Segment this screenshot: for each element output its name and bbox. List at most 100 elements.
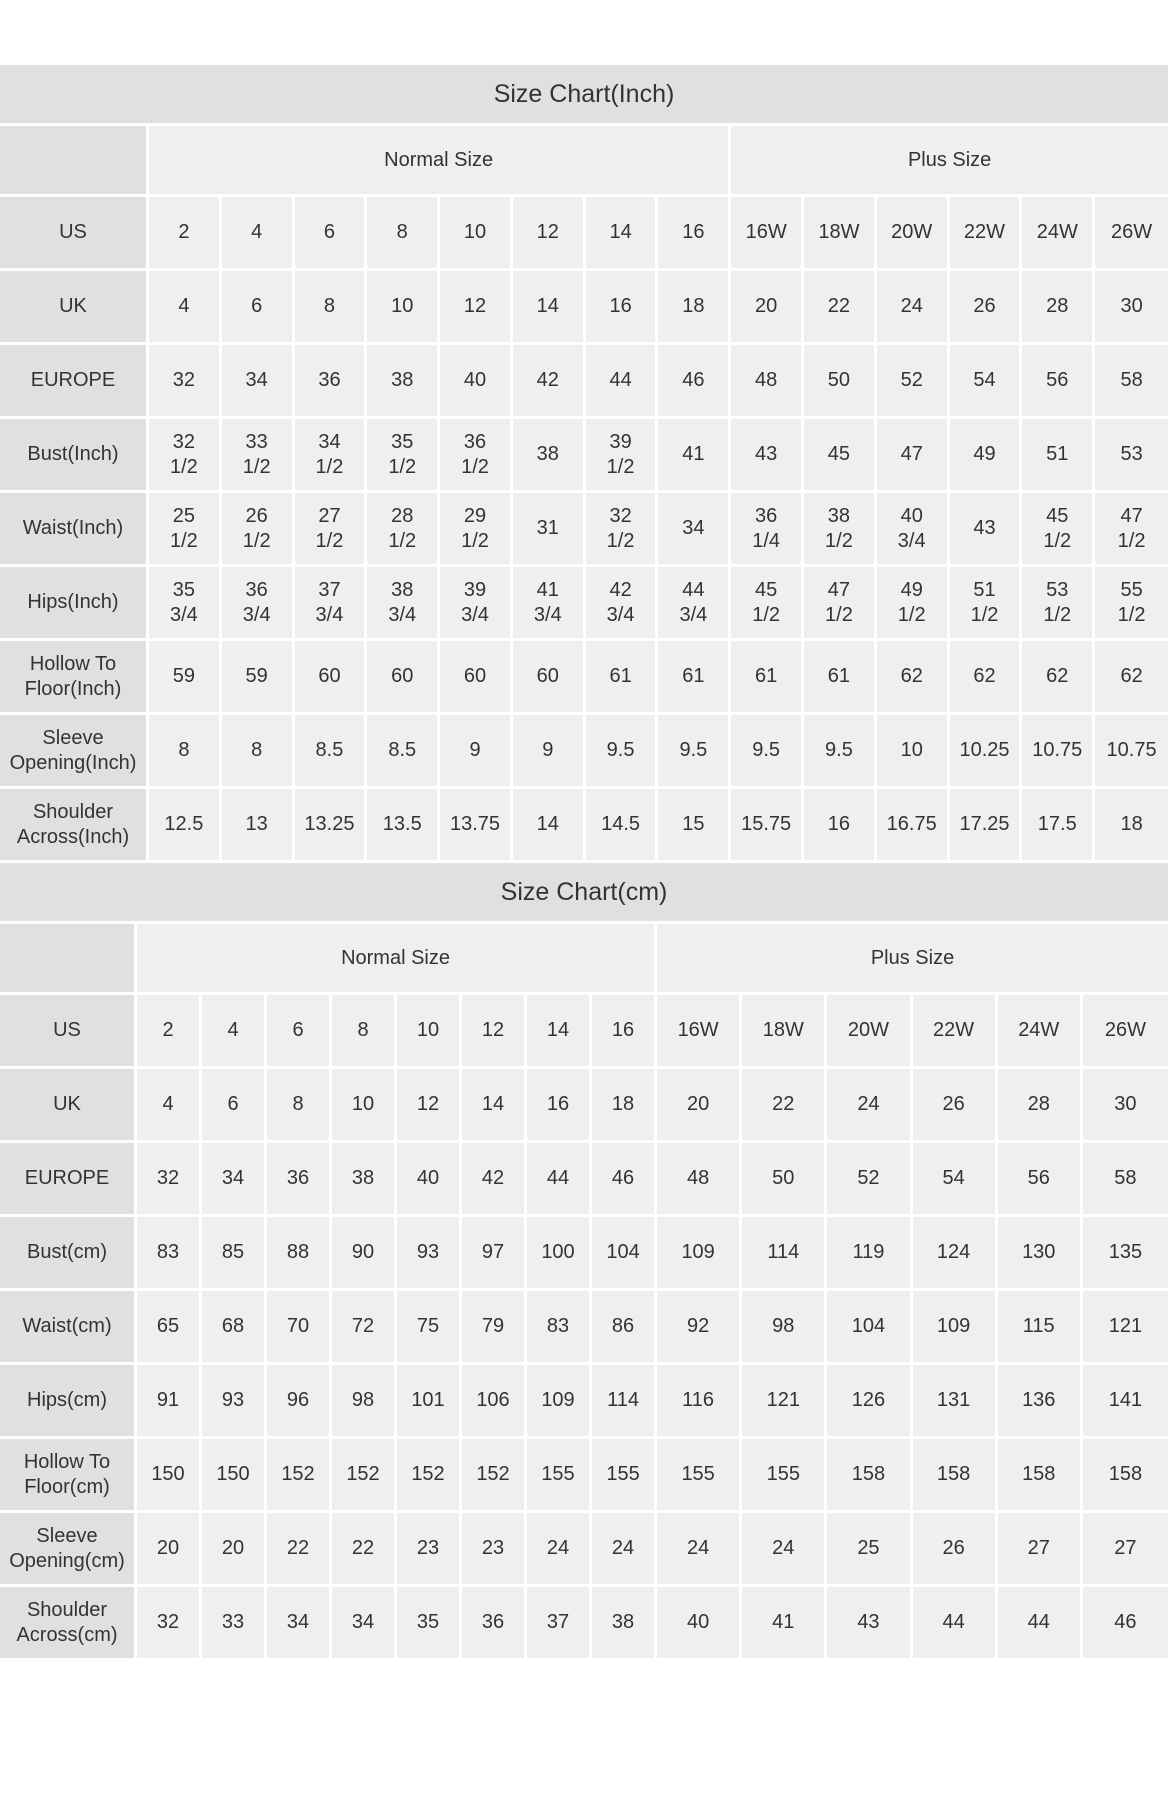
size-cell: 60 <box>294 641 368 712</box>
size-cell: 47 <box>876 419 950 490</box>
size-cell: 22W <box>949 197 1023 268</box>
size-cell: 18 <box>1095 789 1168 860</box>
size-cell: 90 <box>332 1217 397 1288</box>
size-cell: 48 <box>731 345 805 416</box>
row-label: EUROPE <box>0 1143 137 1214</box>
size-cell: 26 <box>912 1513 998 1584</box>
size-cell: 109 <box>912 1291 998 1362</box>
size-cell: 34 <box>658 493 732 564</box>
size-cell: 45 <box>804 419 877 490</box>
size-cell: 43 <box>731 419 805 490</box>
size-cell: 75 <box>397 1291 462 1362</box>
size-cell: 28 1/2 <box>367 493 441 564</box>
size-cell: 35 <box>397 1587 462 1658</box>
size-cell: 14 <box>585 197 659 268</box>
size-cell: 8.5 <box>294 715 368 786</box>
size-cell: 24 <box>827 1069 913 1140</box>
size-cell: 58 <box>1095 345 1168 416</box>
size-cell: 104 <box>827 1291 913 1362</box>
size-cell: 34 1/2 <box>294 419 368 490</box>
size-cell: 18W <box>742 995 828 1066</box>
size-cell: 8 <box>367 197 441 268</box>
size-cell: 17.25 <box>949 789 1023 860</box>
row-label: UK <box>0 271 149 342</box>
size-cell: 27 1/2 <box>294 493 368 564</box>
row-label: Hips(cm) <box>0 1365 137 1436</box>
size-cell: 116 <box>657 1365 743 1436</box>
size-cell: 50 <box>804 345 877 416</box>
size-cell: 2 <box>149 197 222 268</box>
size-cell: 10 <box>876 715 950 786</box>
table-row: US 2 4 6 8 10 12 14 16 16W 18W 20W 22W 24W 26W <box>0 197 1168 268</box>
size-cell: 41 <box>658 419 732 490</box>
size-cell: 4 <box>202 995 267 1066</box>
size-cell: 62 <box>949 641 1023 712</box>
group-header-row: Normal Size Plus Size <box>0 924 1168 992</box>
size-cell: 36 <box>462 1587 527 1658</box>
size-chart-cm: Size Chart(cm) Normal Size Plus Size US 2 4 6 8… <box>0 863 1168 1661</box>
size-cell: 40 <box>440 345 513 416</box>
size-cell: 44 <box>912 1587 998 1658</box>
size-cell: 38 1/2 <box>804 493 877 564</box>
size-cell: 32 <box>149 345 222 416</box>
size-cell: 30 <box>1082 1069 1168 1140</box>
size-cell: 135 <box>1082 1217 1168 1288</box>
group-header: Plus Size <box>657 924 1168 992</box>
size-cell: 42 3/4 <box>585 567 659 638</box>
size-cell: 25 1/2 <box>149 493 222 564</box>
size-cell: 37 <box>527 1587 592 1658</box>
row-label: Waist(Inch) <box>0 493 149 564</box>
size-cell: 9.5 <box>585 715 659 786</box>
size-cell: 25 <box>827 1513 913 1584</box>
row-label: UK <box>0 1069 137 1140</box>
size-cell: 60 <box>440 641 513 712</box>
size-cell: 141 <box>1082 1365 1168 1436</box>
size-cell: 60 <box>367 641 441 712</box>
size-cell: 158 <box>912 1439 998 1510</box>
size-cell: 10 <box>332 1069 397 1140</box>
size-cell: 38 <box>592 1587 658 1658</box>
table-row: Hollow To Floor(Inch) 59 59 60 60 60 60 61 61 61 6… <box>0 641 1168 712</box>
size-cell: 20 <box>731 271 805 342</box>
table-row: US 2 4 6 8 10 12 14 16 16W 18W 20W 22W 24W 26W <box>0 995 1168 1066</box>
size-cell: 22 <box>742 1069 828 1140</box>
table-row: Sleeve Opening(Inch) 8 8 8.5 8.5 9 9 9.5 9.5 9.5 9… <box>0 715 1168 786</box>
size-cell: 51 1/2 <box>949 567 1023 638</box>
size-cell: 59 <box>221 641 295 712</box>
size-cell: 14 <box>527 995 592 1066</box>
table-row: Shoulder Across(cm) 32 33 34 34 35 36 37 38 40 41 4… <box>0 1587 1168 1658</box>
size-cell: 61 <box>585 641 659 712</box>
size-cell: 98 <box>332 1365 397 1436</box>
size-cell: 14 <box>512 789 586 860</box>
row-label: Bust(cm) <box>0 1217 137 1288</box>
size-cell: 28 <box>997 1069 1083 1140</box>
size-cell: 12 <box>397 1069 462 1140</box>
size-cell: 34 <box>221 345 295 416</box>
size-cell: 29 1/2 <box>440 493 513 564</box>
size-cell: 20W <box>827 995 913 1066</box>
size-cell: 152 <box>462 1439 527 1510</box>
size-cell: 59 <box>149 641 222 712</box>
size-cell: 16W <box>657 995 743 1066</box>
size-cell: 23 <box>397 1513 462 1584</box>
row-label: Bust(Inch) <box>0 419 149 490</box>
size-cell: 36 <box>267 1143 332 1214</box>
size-cell: 18 <box>592 1069 658 1140</box>
size-cell: 47 1/2 <box>1095 493 1168 564</box>
size-cell: 4 <box>221 197 295 268</box>
size-cell: 61 <box>658 641 732 712</box>
size-cell: 42 <box>462 1143 527 1214</box>
size-cell: 45 1/2 <box>731 567 805 638</box>
table-row: EUROPE 32 34 36 38 40 42 44 46 48 50 52 54 56 58 <box>0 1143 1168 1214</box>
size-cell: 15.75 <box>731 789 805 860</box>
size-cell: 24 <box>592 1513 658 1584</box>
size-cell: 49 <box>949 419 1023 490</box>
size-cell: 56 <box>1022 345 1096 416</box>
size-cell: 68 <box>202 1291 267 1362</box>
size-cell: 121 <box>742 1365 828 1436</box>
size-cell: 37 3/4 <box>294 567 368 638</box>
size-cell: 38 <box>367 345 441 416</box>
size-cell: 13.25 <box>294 789 368 860</box>
size-cell: 30 <box>1095 271 1168 342</box>
size-cell: 24W <box>1022 197 1096 268</box>
